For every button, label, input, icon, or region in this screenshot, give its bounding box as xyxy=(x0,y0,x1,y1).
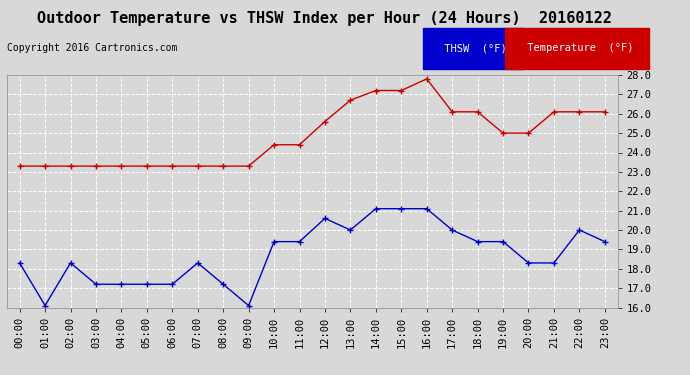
Text: Temperature  (°F): Temperature (°F) xyxy=(521,43,633,53)
Text: THSW  (°F): THSW (°F) xyxy=(438,43,507,53)
Text: Copyright 2016 Cartronics.com: Copyright 2016 Cartronics.com xyxy=(7,43,177,53)
Text: Outdoor Temperature vs THSW Index per Hour (24 Hours)  20160122: Outdoor Temperature vs THSW Index per Ho… xyxy=(37,11,612,26)
